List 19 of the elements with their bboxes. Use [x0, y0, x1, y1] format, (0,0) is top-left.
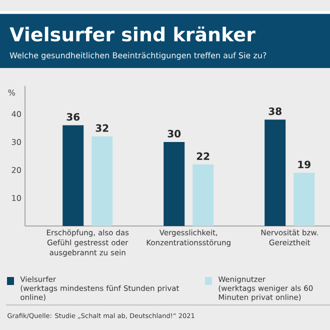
bar [92, 136, 113, 226]
data-label: 22 [196, 152, 210, 160]
y-tick-label: 20 [12, 166, 21, 174]
chart-title: Vielsurfer sind kränker [10, 26, 256, 42]
bar [192, 164, 214, 226]
y-tick-label: 40 [12, 110, 21, 118]
y-tick-label: 30 [12, 138, 21, 146]
bar [164, 142, 185, 226]
bar [294, 172, 315, 226]
bar [62, 125, 84, 226]
y-axis-title: % [8, 90, 16, 96]
data-label: 19 [298, 160, 310, 168]
data-label: 36 [66, 113, 80, 121]
data-label: 32 [96, 124, 108, 132]
data-label: 38 [268, 107, 282, 116]
data-label: 30 [168, 130, 181, 138]
chart-subtitle: Welche gesundheitlichen Beeinträchtigungen treffen auf Sie zu? [10, 52, 266, 60]
bar [264, 120, 286, 226]
y-tick-label: 10 [12, 194, 21, 202]
